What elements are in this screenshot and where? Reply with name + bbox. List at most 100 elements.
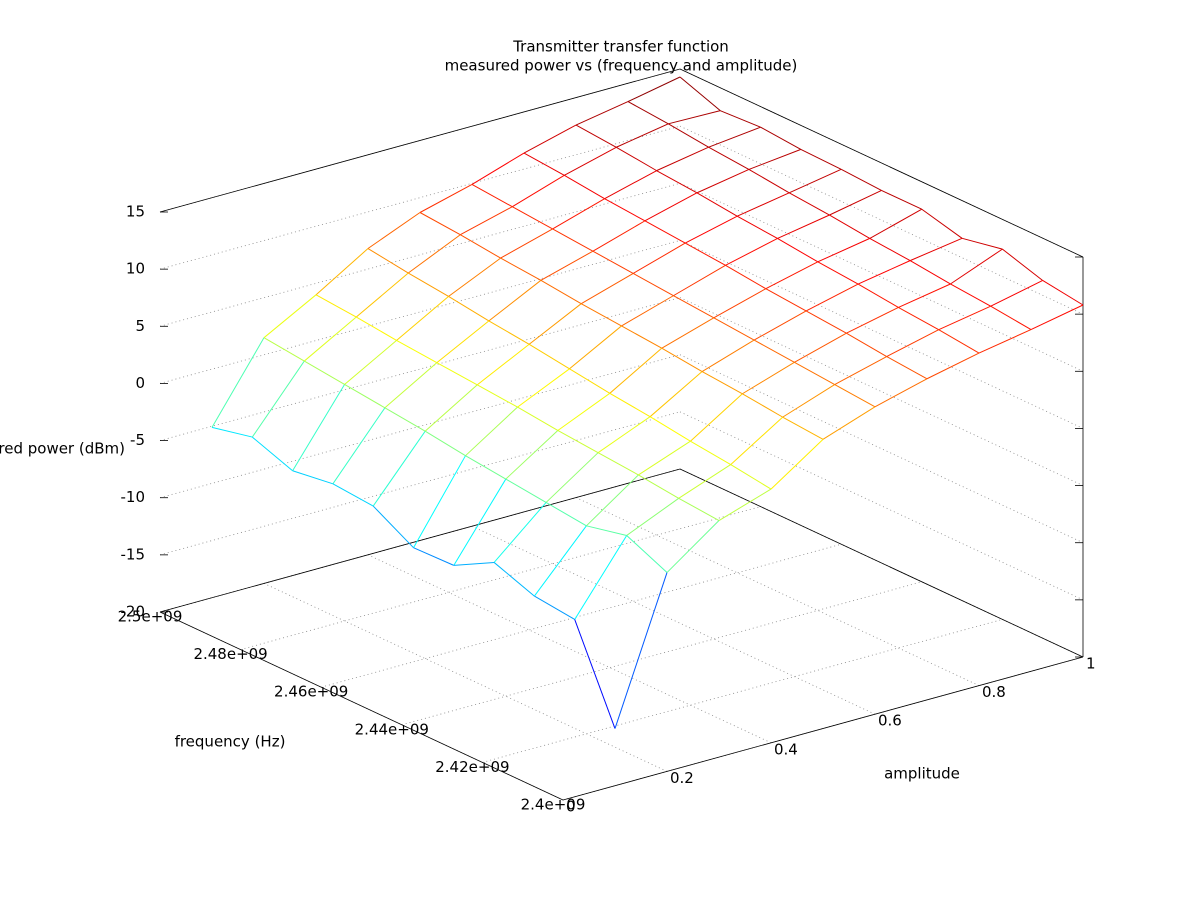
surface-segment xyxy=(355,272,409,318)
surface-segment xyxy=(493,502,547,563)
surface-segment xyxy=(788,168,842,194)
surface-segment xyxy=(708,126,761,148)
surface-segment xyxy=(367,248,409,274)
grid-line xyxy=(482,619,1003,763)
surface-segment xyxy=(950,248,1003,285)
surface-segment xyxy=(616,146,657,172)
surface-segment xyxy=(575,101,629,126)
z-tick-label: 0 xyxy=(135,374,145,392)
x-axis-label: frequency (Hz) xyxy=(175,733,286,751)
surface-segment xyxy=(857,283,899,308)
surface-segment xyxy=(829,189,882,216)
surface-segment xyxy=(638,440,691,476)
surface-segment xyxy=(621,325,663,349)
surface-segment xyxy=(574,619,616,729)
grid-line xyxy=(159,182,681,327)
surface-segment xyxy=(718,488,772,521)
surface-segment xyxy=(829,214,871,239)
surface-segment xyxy=(782,384,835,418)
surface-segment xyxy=(453,478,507,566)
axis-line xyxy=(159,68,681,213)
surface-segment xyxy=(557,430,599,454)
y-tick-label: 0 xyxy=(566,798,576,816)
surface-segment xyxy=(696,168,750,194)
axis-line xyxy=(562,656,1084,801)
surface-segment xyxy=(656,170,698,194)
surface-segment xyxy=(534,595,575,620)
surface-segment xyxy=(846,306,899,334)
surface-segment xyxy=(476,343,530,386)
surface-segment xyxy=(869,208,923,239)
surface-segment xyxy=(644,192,698,222)
surface-segment xyxy=(614,572,668,729)
surface-segment xyxy=(777,238,819,263)
surface-segment xyxy=(315,294,357,318)
x-tick-label: 2.44e+09 xyxy=(355,720,429,738)
surface-segment xyxy=(696,192,738,217)
surface-segment xyxy=(661,317,715,349)
surface-segment xyxy=(644,220,686,244)
surface-segment xyxy=(460,234,501,259)
surface-segment xyxy=(528,343,570,370)
surface-segment xyxy=(552,198,605,230)
grid-line xyxy=(367,554,772,744)
surface-segment xyxy=(788,192,830,216)
surface-segment xyxy=(656,146,709,172)
surface-segment xyxy=(736,215,778,239)
surface-segment xyxy=(753,339,795,363)
surface-segment xyxy=(869,237,911,262)
surface-segment xyxy=(413,547,455,566)
y-tick-label: 0.6 xyxy=(878,712,902,730)
surface-segment xyxy=(679,76,721,112)
surface-segment xyxy=(684,242,726,266)
surface-segment xyxy=(460,206,513,236)
z-tick-label: -15 xyxy=(121,545,146,563)
surface-segment xyxy=(424,430,466,457)
surface-segment xyxy=(794,332,847,363)
surface-segment xyxy=(770,438,824,490)
z-tick-label: -10 xyxy=(121,488,146,506)
surface-segment xyxy=(725,238,778,266)
surface-segment xyxy=(597,452,639,476)
surface-segment xyxy=(765,261,819,290)
surface-segment xyxy=(730,416,784,465)
surface-segment xyxy=(1042,280,1084,306)
grid-line xyxy=(159,240,681,384)
z-axis-label: measured power (dBm) xyxy=(0,440,125,458)
surface-segment xyxy=(453,561,495,566)
z-tick-label: 5 xyxy=(135,317,145,335)
surface-segment xyxy=(303,316,357,362)
surface-segment xyxy=(673,295,715,319)
grid-line xyxy=(679,240,1084,429)
surface-segment xyxy=(413,455,466,548)
surface-segment xyxy=(950,283,991,307)
surface-segment xyxy=(822,406,876,440)
surface-segment xyxy=(367,212,421,249)
grid-line xyxy=(679,182,1084,372)
surface-segment xyxy=(668,123,709,148)
surface-segment xyxy=(408,234,461,274)
surface-segment xyxy=(396,296,449,341)
surface-segment xyxy=(1030,304,1084,331)
surface-segment xyxy=(569,325,622,370)
surface-segment xyxy=(292,470,334,485)
surface-segment xyxy=(661,347,703,372)
grid-line xyxy=(679,297,1084,486)
surface-segment xyxy=(690,393,743,442)
surface-segment xyxy=(471,184,513,208)
surface-segment xyxy=(621,295,674,327)
axis-line xyxy=(679,468,1084,658)
surface-segment xyxy=(690,440,731,466)
surface-segment xyxy=(263,337,305,362)
surface-segment xyxy=(673,264,726,297)
surface-segment xyxy=(817,237,871,263)
surface-segment xyxy=(580,272,634,305)
surface-segment xyxy=(419,184,473,213)
surface-segment xyxy=(857,260,911,285)
surface-segment xyxy=(782,416,824,440)
grid-line xyxy=(471,525,876,715)
surface-segment xyxy=(500,257,542,281)
surface-segment xyxy=(384,407,426,432)
surface-segment xyxy=(720,110,761,128)
surface-segment xyxy=(840,168,882,191)
